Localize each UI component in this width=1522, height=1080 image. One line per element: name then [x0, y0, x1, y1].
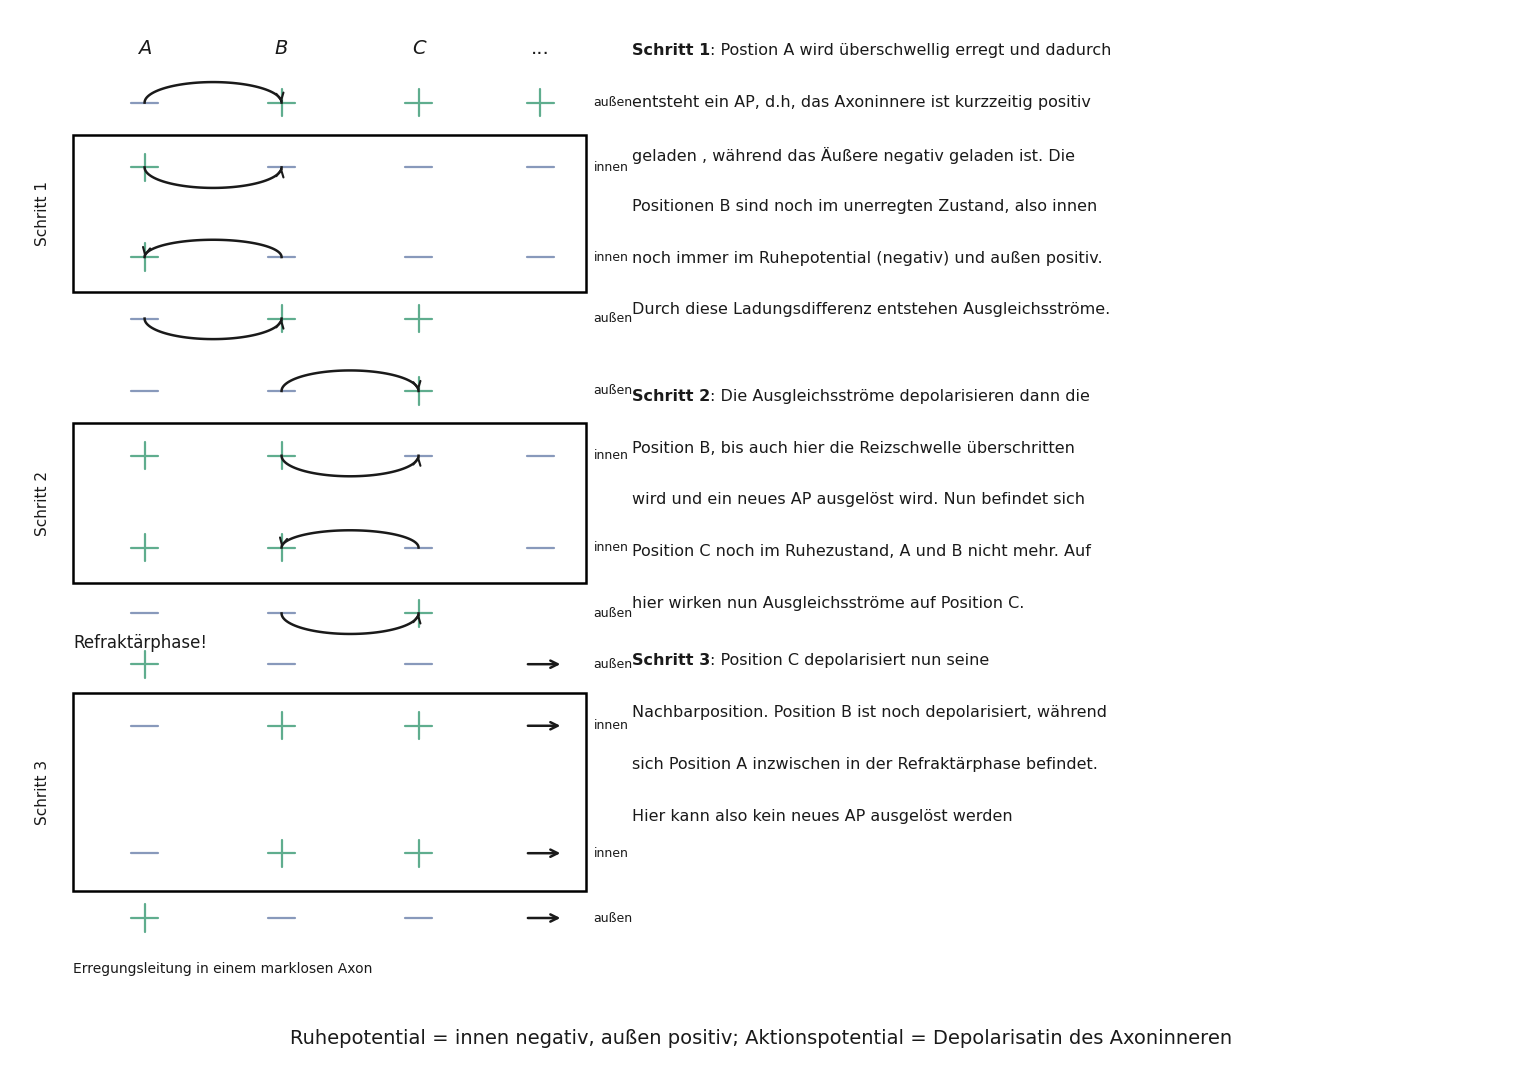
Text: Schritt 3: Schritt 3 [35, 759, 50, 825]
Text: Schritt 1: Schritt 1 [35, 180, 50, 246]
Text: sich Position A inzwischen in der Refraktärphase befindet.: sich Position A inzwischen in der Refrak… [632, 757, 1097, 772]
Text: : Die Ausgleichsströme depolarisieren dann die: : Die Ausgleichsströme depolarisieren da… [709, 389, 1090, 404]
Text: : Postion A wird überschwellig erregt und dadurch: : Postion A wird überschwellig erregt un… [709, 43, 1111, 58]
Text: wird und ein neues AP ausgelöst wird. Nun befindet sich: wird und ein neues AP ausgelöst wird. Nu… [632, 492, 1085, 508]
Text: Positionen B sind noch im unerregten Zustand, also innen: Positionen B sind noch im unerregten Zus… [632, 199, 1097, 214]
Text: innen: innen [594, 847, 629, 860]
Text: Position B, bis auch hier die Reizschwelle überschritten: Position B, bis auch hier die Reizschwel… [632, 441, 1075, 456]
Text: B: B [275, 39, 288, 58]
Text: innen: innen [594, 161, 629, 174]
Bar [73, 135, 586, 292]
Bar [73, 693, 586, 891]
Text: hier wirken nun Ausgleichsströme auf Position C.: hier wirken nun Ausgleichsströme auf Pos… [632, 596, 1024, 611]
Text: außen: außen [594, 96, 633, 109]
Text: Schritt 2: Schritt 2 [632, 389, 709, 404]
Text: innen: innen [594, 541, 629, 554]
Text: entsteht ein AP, d.h, das Axoninnere ist kurzzeitig positiv: entsteht ein AP, d.h, das Axoninnere ist… [632, 95, 1090, 110]
Text: innen: innen [594, 449, 629, 462]
Text: noch immer im Ruhepotential (negativ) und außen positiv.: noch immer im Ruhepotential (negativ) un… [632, 251, 1102, 266]
Text: außen: außen [594, 312, 633, 325]
Text: Erregungsleitung in einem marklosen Axon: Erregungsleitung in einem marklosen Axon [73, 962, 373, 975]
Text: Durch diese Ladungsdifferenz entstehen Ausgleichsströme.: Durch diese Ladungsdifferenz entstehen A… [632, 302, 1110, 318]
Text: innen: innen [594, 719, 629, 732]
Text: Schritt 3: Schritt 3 [632, 653, 709, 669]
Text: Schritt 1: Schritt 1 [632, 43, 709, 58]
Text: geladen , während das Äußere negativ geladen ist. Die: geladen , während das Äußere negativ gel… [632, 147, 1075, 164]
Text: außen: außen [594, 912, 633, 924]
Text: Hier kann also kein neues AP ausgelöst werden: Hier kann also kein neues AP ausgelöst w… [632, 809, 1012, 824]
Text: außen: außen [594, 607, 633, 620]
Text: Position C noch im Ruhezustand, A und B nicht mehr. Auf: Position C noch im Ruhezustand, A und B … [632, 544, 1090, 559]
Text: ...: ... [531, 39, 549, 58]
Bar [73, 423, 586, 583]
Text: A: A [139, 39, 151, 58]
Text: Schritt 2: Schritt 2 [35, 471, 50, 536]
Text: außen: außen [594, 658, 633, 671]
Text: Nachbarposition. Position B ist noch depolarisiert, während: Nachbarposition. Position B ist noch dep… [632, 705, 1106, 720]
Text: innen: innen [594, 251, 629, 264]
Text: C: C [412, 39, 425, 58]
Text: Refraktärphase!: Refraktärphase! [73, 634, 207, 651]
Text: : Position C depolarisiert nun seine: : Position C depolarisiert nun seine [709, 653, 989, 669]
Text: Ruhepotential = innen negativ, außen positiv; Aktionspotential = Depolarisatin d: Ruhepotential = innen negativ, außen pos… [289, 1029, 1233, 1049]
Text: außen: außen [594, 384, 633, 397]
